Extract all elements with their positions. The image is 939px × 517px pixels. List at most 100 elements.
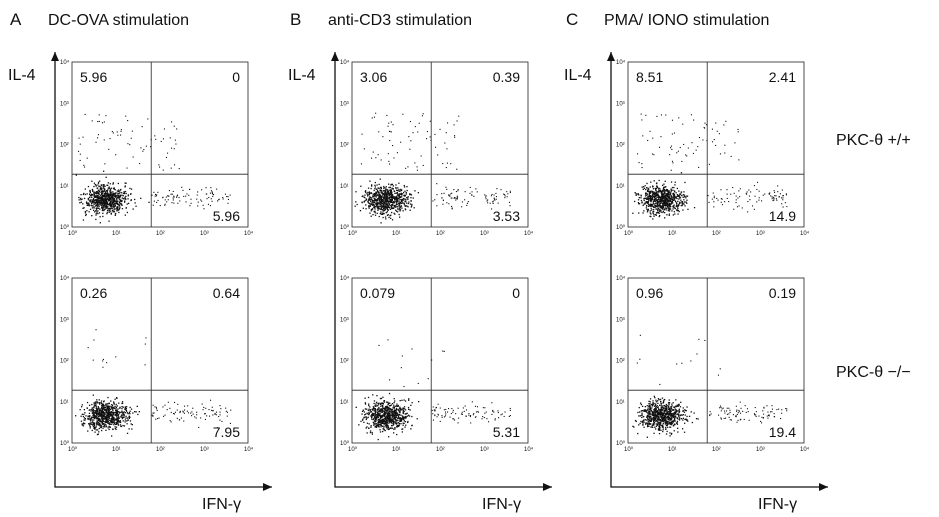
panel-title: anti-CD3 stimulation [328,12,472,29]
dot-plot: 10⁰ 10¹ 10² 10³ 10⁴ 10⁰ 10¹ 10² 10³ 10⁴ 0.96 0.19 19… [616,275,810,453]
x-tick-label: 10¹ [668,447,677,453]
y-tick-label: 10⁴ [60,275,70,282]
y-tick-label: 10⁴ [340,275,350,282]
panel-title: PMA/ IONO stimulation [604,12,769,29]
quadrant-upper-right-value: 0 [232,69,240,85]
x-tick-label: 10⁰ [624,446,634,453]
quadrant-upper-left-value: 3.06 [360,69,387,85]
quadrant-upper-right-value: 2.41 [769,69,796,85]
y-tick-label: 10⁰ [340,440,350,447]
x-tick-label: 10² [436,447,445,453]
dot-plot: 10⁰ 10¹ 10² 10³ 10⁴ 10⁰ 10¹ 10² 10³ 10⁴ 3.06 0.39 3.… [340,59,534,237]
x-tick-label: 10⁰ [348,230,358,237]
quadrant-lower-right-value: 7.95 [213,424,240,440]
y-tick-label: 10² [340,359,349,365]
y-tick-label: 10⁰ [616,440,626,447]
x-tick-label: 10² [156,447,165,453]
x-tick-label: 10¹ [112,447,121,453]
panel-letter: C [566,10,578,29]
dot-plot: 10⁰ 10¹ 10² 10³ 10⁴ 10⁰ 10¹ 10² 10³ 10⁴ 0.079 0 5.31 [340,275,534,453]
x-tick-label: 10³ [200,231,209,237]
y-tick-label: 10⁰ [340,224,350,231]
plot-frame [627,277,805,444]
x-tick-label: 10² [712,231,721,237]
event-dots [75,113,231,224]
y-tick-label: 10⁴ [340,59,350,66]
plot-frame [351,277,529,444]
quadrant-lower-right-value: 19.4 [769,424,796,440]
y-tick-label: 10³ [340,317,349,323]
x-tick-label: 10⁴ [244,446,254,453]
y-tick-label: 10⁰ [60,224,70,231]
axis-line [54,52,272,488]
y-tick-label: 10³ [60,101,69,107]
quadrant-upper-right-value: 0.39 [493,69,520,85]
y-tick-label: 10⁴ [616,59,626,66]
quadrant-upper-right-value: 0.64 [213,285,240,301]
plot-frame [71,277,249,444]
x-tick-label: 10⁴ [524,446,534,453]
y-tick-label: 10¹ [616,184,625,190]
quadrant-upper-right-value: 0 [512,285,520,301]
y-axis-arrow-icon [331,52,339,61]
x-tick-label: 10² [156,231,165,237]
event-dots [355,339,511,441]
panel-c: C PMA/ IONO stimulation IL-4 IFN-γ 10⁰ 10¹ 10²… [564,10,828,513]
y-tick-label: 10¹ [340,184,349,190]
x-tick-label: 10¹ [668,231,677,237]
quadrant-upper-left-value: 8.51 [636,69,663,85]
dot-plot: 10⁰ 10¹ 10² 10³ 10⁴ 10⁰ 10¹ 10² 10³ 10⁴ 8.51 2.41 14… [616,59,810,237]
x-tick-label: 10⁴ [800,230,810,237]
row-label-wildtype: PKC-θ +/+ [836,132,911,149]
x-tick-label: 10¹ [392,231,401,237]
y-tick-label: 10¹ [60,184,69,190]
y-tick-label: 10¹ [60,400,69,406]
panel-letter: A [10,10,22,29]
quadrant-upper-left-value: 0.96 [636,285,663,301]
x-tick-label: 10³ [480,231,489,237]
y-axis-label: IL-4 [8,67,36,84]
y-tick-label: 10¹ [340,400,349,406]
y-axis-arrow-icon [607,52,615,61]
quadrant-lower-right-value: 3.53 [493,208,520,224]
x-tick-label: 10³ [756,231,765,237]
event-dots [354,112,511,224]
x-axis-arrow-icon [263,483,272,491]
event-dots [632,113,788,220]
y-tick-label: 10² [60,359,69,365]
y-tick-label: 10³ [340,101,349,107]
dot-plot: 10⁰ 10¹ 10² 10³ 10⁴ 10⁰ 10¹ 10² 10³ 10⁴ 0.26 0.64 7.… [60,275,254,453]
y-tick-label: 10² [616,143,625,149]
x-tick-label: 10³ [480,447,489,453]
axis-line [334,52,552,488]
axis-line [610,52,828,488]
plot-frame [71,61,249,228]
y-axis-label: IL-4 [564,67,592,84]
plot-frame [351,61,529,228]
y-tick-label: 10² [616,359,625,365]
x-tick-label: 10¹ [392,447,401,453]
x-tick-label: 10³ [200,447,209,453]
y-tick-label: 10³ [60,317,69,323]
quadrant-upper-left-value: 0.079 [360,285,395,301]
x-axis-label: IFN-γ [758,496,797,513]
quadrant-lower-right-value: 5.31 [493,424,520,440]
plot-frame [627,61,805,228]
x-axis-arrow-icon [543,483,552,491]
y-tick-label: 10⁰ [616,224,626,231]
x-tick-label: 10⁴ [800,446,810,453]
x-axis-label: IFN-γ [202,496,241,513]
y-tick-label: 10⁴ [60,59,70,66]
x-tick-label: 10⁰ [68,230,78,237]
quadrant-upper-right-value: 0.19 [769,285,796,301]
quadrant-upper-left-value: 0.26 [80,285,107,301]
x-tick-label: 10⁴ [524,230,534,237]
x-tick-label: 10⁰ [348,446,358,453]
x-tick-label: 10⁰ [624,230,634,237]
dot-plot: 10⁰ 10¹ 10² 10³ 10⁴ 10⁰ 10¹ 10² 10³ 10⁴ 5.96 0 5.96 [60,59,254,237]
panel-title: DC-OVA stimulation [48,12,189,29]
quadrant-lower-right-value: 14.9 [769,208,796,224]
y-tick-label: 10³ [616,317,625,323]
